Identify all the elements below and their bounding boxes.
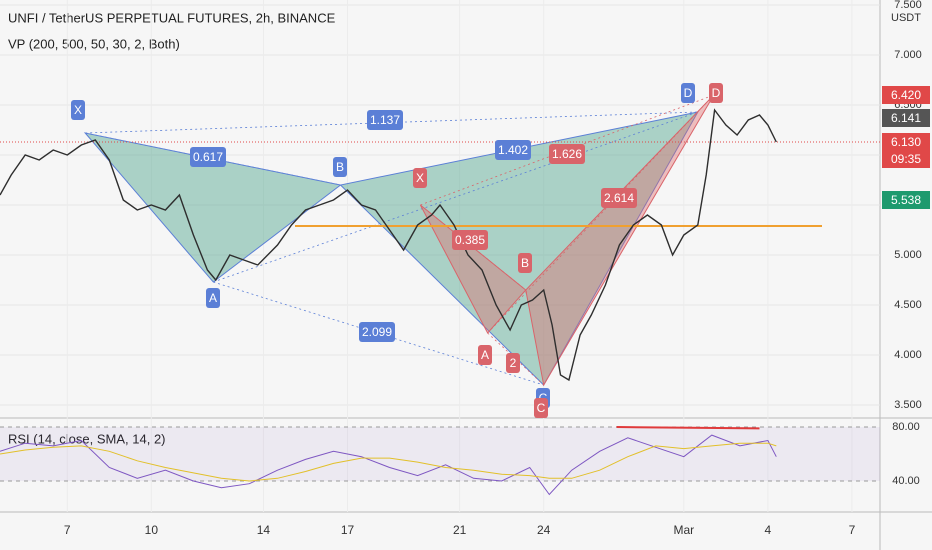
y-tick-label: 3.500 [894,399,922,411]
x-tick-label: Mar [673,523,694,537]
x-tick-label: 4 [765,523,772,537]
y-tick-label: 5.000 [894,249,922,261]
price-label: 6.420 [891,88,921,102]
annotation-box [506,353,520,373]
chart-title: UNFI / TetherUS PERPETUAL FUTURES, 2h, B… [8,10,336,25]
y-tick-label: 7.000 [894,49,922,61]
x-tick-label: 7 [64,523,71,537]
price-label: 5.538 [891,193,921,207]
annotation: 1.137 [370,113,400,127]
annotation: C [537,401,546,415]
annotation: X [416,171,424,185]
annotation-box [478,345,492,365]
annotation: B [336,160,344,174]
rsi-band [0,427,880,481]
price-label: 09:35 [891,152,921,166]
x-tick-label: 10 [145,523,159,537]
annotation-box [534,398,548,418]
price-label-box [882,133,930,151]
annotation-box [681,83,695,103]
annotation-box [359,322,395,342]
price-label-box [882,191,930,209]
annotation: D [684,86,693,100]
annotation: D [712,86,721,100]
price-label-box [882,150,930,168]
y-tick-label: 4.000 [894,349,922,361]
divergence-line [616,426,760,430]
annotation-box [601,188,637,208]
price-label-box [882,86,930,104]
x-tick-label: 14 [257,523,271,537]
annotation: 0.617 [193,150,223,164]
y-tick-label: 40.00 [892,475,920,487]
y-tick-label: 80.00 [892,421,920,433]
annotation: 2.099 [362,325,392,339]
annotation-box [71,100,85,120]
x-tick-label: 21 [453,523,467,537]
rsi-line [0,434,777,496]
harmonic-leg [213,111,698,283]
rsi-title: RSI (14, close, SMA, 14, 2) [8,431,166,446]
x-tick-label: 7 [849,523,856,537]
annotation: 2 [510,356,517,370]
annotation: 0.385 [455,233,485,247]
price-label: 6.130 [891,135,921,149]
x-tick-label: 24 [537,523,551,537]
annotation-box [709,83,723,103]
annotation-box [549,144,585,164]
annotation: 2.614 [604,191,634,205]
annotation-box [190,147,226,167]
annotation: 1.626 [552,147,582,161]
y-tick-label: 7.500 [894,0,922,11]
annotation-box [333,157,347,177]
rsi-line [0,442,777,482]
price-line [0,108,777,382]
annotation: A [209,291,217,305]
annotation-box [518,253,532,273]
y-tick-label: 4.500 [894,299,922,311]
x-tick-label: 17 [341,523,355,537]
annotation-box [413,168,427,188]
annotation-box [367,110,403,130]
annotation: B [521,256,529,270]
indicator-label: VP (200, 500, 50, 30, 2, Both) [8,36,180,51]
annotation-box [452,230,488,250]
price-label-box [882,109,930,127]
annotation: A [481,348,489,362]
currency-label: USDT [891,12,921,24]
annotation-box [206,288,220,308]
annotation: X [74,103,82,117]
annotation-box [495,140,531,160]
price-label: 6.141 [891,111,921,125]
annotation: 1.402 [498,143,528,157]
